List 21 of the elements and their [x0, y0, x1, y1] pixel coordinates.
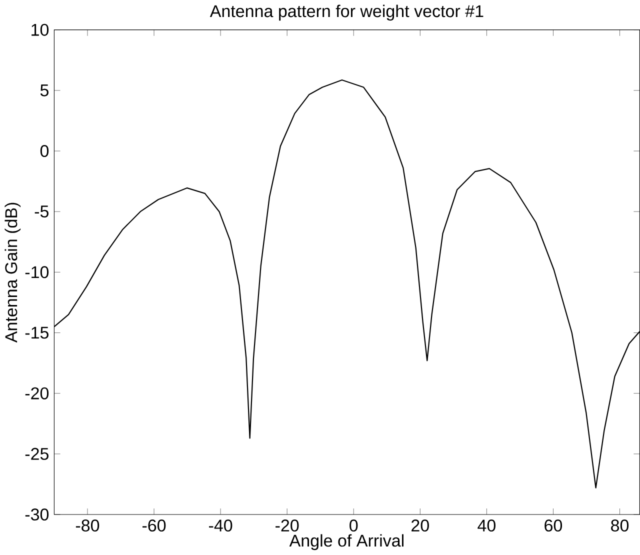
- x-tick-label: 0: [350, 520, 358, 532]
- y-tick-label: 10: [32, 24, 49, 36]
- y-tick-label: -10: [25, 266, 49, 278]
- y-tick-label: -20: [25, 387, 49, 400]
- x-tick-label: 80: [611, 520, 629, 532]
- y-tick-label: 0: [40, 145, 49, 158]
- x-tick-label: 40: [478, 520, 496, 532]
- y-tick-label: -5: [34, 206, 48, 218]
- y-tick-label: -30: [25, 508, 49, 521]
- x-tick-label: 20: [412, 520, 429, 532]
- y-tick-label: -25: [25, 448, 48, 460]
- y-axis-title: Antenna Gain (dB): [4, 202, 21, 343]
- chart-title: Antenna pattern for weight vector #1: [210, 4, 484, 21]
- y-tick-label: -15: [25, 326, 48, 339]
- x-tick-label: -80: [76, 520, 100, 532]
- x-tick-label: -20: [276, 520, 299, 532]
- x-axis-title: Angle of Arrival: [289, 534, 404, 550]
- y-tick-label: 5: [40, 84, 48, 96]
- x-tick-label: -60: [142, 520, 166, 532]
- x-tick-label: 60: [544, 520, 562, 532]
- x-tick-label: -40: [209, 520, 232, 532]
